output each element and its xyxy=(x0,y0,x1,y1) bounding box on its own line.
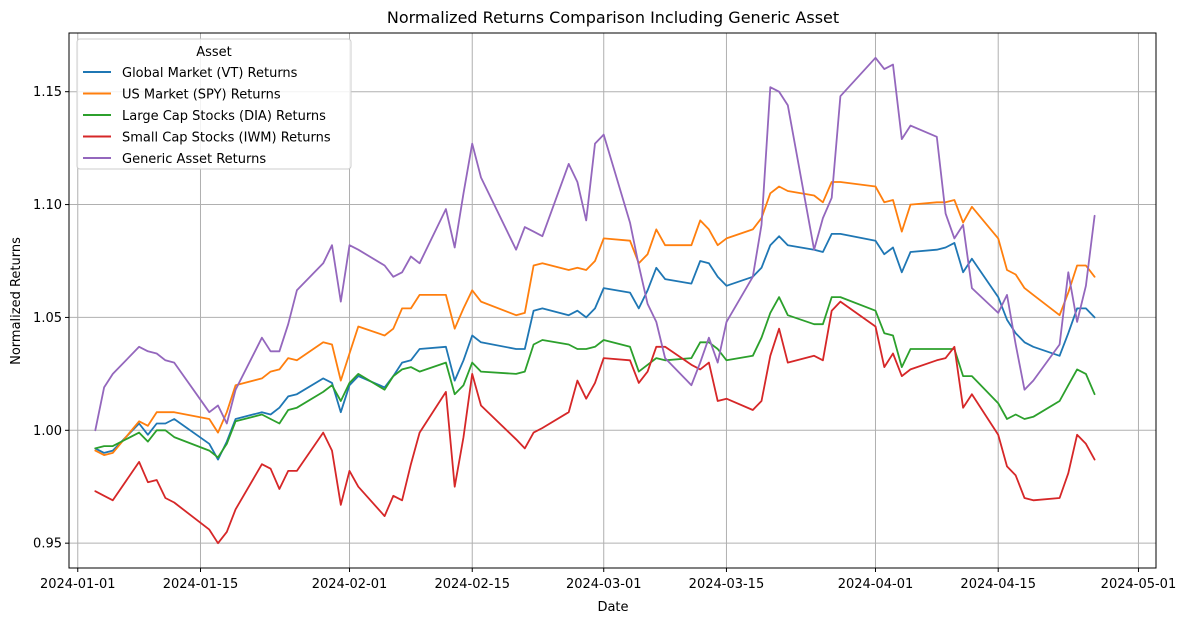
x-tick-label: 2024-04-15 xyxy=(960,577,1036,592)
x-tick-label: 2024-01-15 xyxy=(163,577,239,592)
y-tick-label: 1.05 xyxy=(33,311,62,326)
x-tick-label: 2024-02-15 xyxy=(434,577,510,592)
legend-label: Global Market (VT) Returns xyxy=(122,66,298,81)
x-tick-label: 2024-05-01 xyxy=(1101,577,1177,592)
x-axis: 2024-01-01 2024-01-15 2024-02-01 2024-02-15… xyxy=(40,568,1176,592)
legend-box xyxy=(76,38,352,170)
legend-title: Asset xyxy=(196,45,232,60)
y-axis: 0.95 1.00 1.05 1.10 1.15 xyxy=(33,85,69,552)
legend-label: Small Cap Stocks (IWM) Returns xyxy=(122,131,331,146)
series-line-5 xyxy=(94,56,1096,432)
series-lines xyxy=(94,56,1096,545)
x-axis-title: Date xyxy=(597,600,628,615)
legend-label: US Market (SPY) Returns xyxy=(122,88,281,103)
legend-items: Global Market (VT) Returns US Market (SPY… xyxy=(83,66,331,167)
x-tick-label: 2024-04-01 xyxy=(838,577,914,592)
legend: Asset Global Market (VT) Returns US Marke… xyxy=(76,38,352,170)
series-line-3 xyxy=(94,296,1096,459)
plot-frame xyxy=(68,32,1157,569)
x-tick-label: 2024-03-01 xyxy=(566,577,642,592)
y-tick-label: 0.95 xyxy=(33,537,62,552)
x-tick-label: 2024-02-01 xyxy=(312,577,388,592)
y-tick-label: 1.10 xyxy=(33,198,62,213)
x-tick-label: 2024-01-01 xyxy=(40,577,116,592)
x-tick-label: 2024-03-15 xyxy=(689,577,765,592)
legend-label: Large Cap Stocks (DIA) Returns xyxy=(122,109,326,124)
y-axis-title: Normalized Returns xyxy=(9,237,24,365)
legend-label: Generic Asset Returns xyxy=(122,152,266,167)
series-line-1 xyxy=(94,232,1096,461)
chart-title: Normalized Returns Comparison Including … xyxy=(387,8,839,27)
y-tick-label: 1.00 xyxy=(33,424,62,439)
series-line-4 xyxy=(94,300,1096,545)
y-tick-label: 1.15 xyxy=(33,85,62,100)
